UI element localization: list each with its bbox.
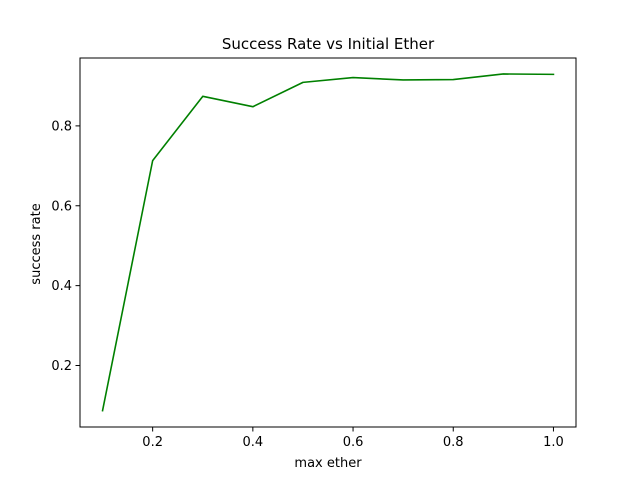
y-tick-label: 0.2 [51,359,72,374]
x-tick-label: 0.8 [443,435,464,450]
x-tick-label: 0.2 [142,435,163,450]
chart-title: Success Rate vs Initial Ether [222,35,435,53]
y-tick-label: 0.8 [51,119,72,134]
y-tick-label: 0.4 [51,279,72,294]
y-tick-label: 0.6 [51,199,72,214]
x-tick-label: 0.6 [343,435,364,450]
x-tick-label: 1.0 [543,435,564,450]
x-axis-label: max ether [294,456,362,471]
x-tick-label: 0.4 [243,435,264,450]
y-axis-label: success rate [29,203,44,284]
